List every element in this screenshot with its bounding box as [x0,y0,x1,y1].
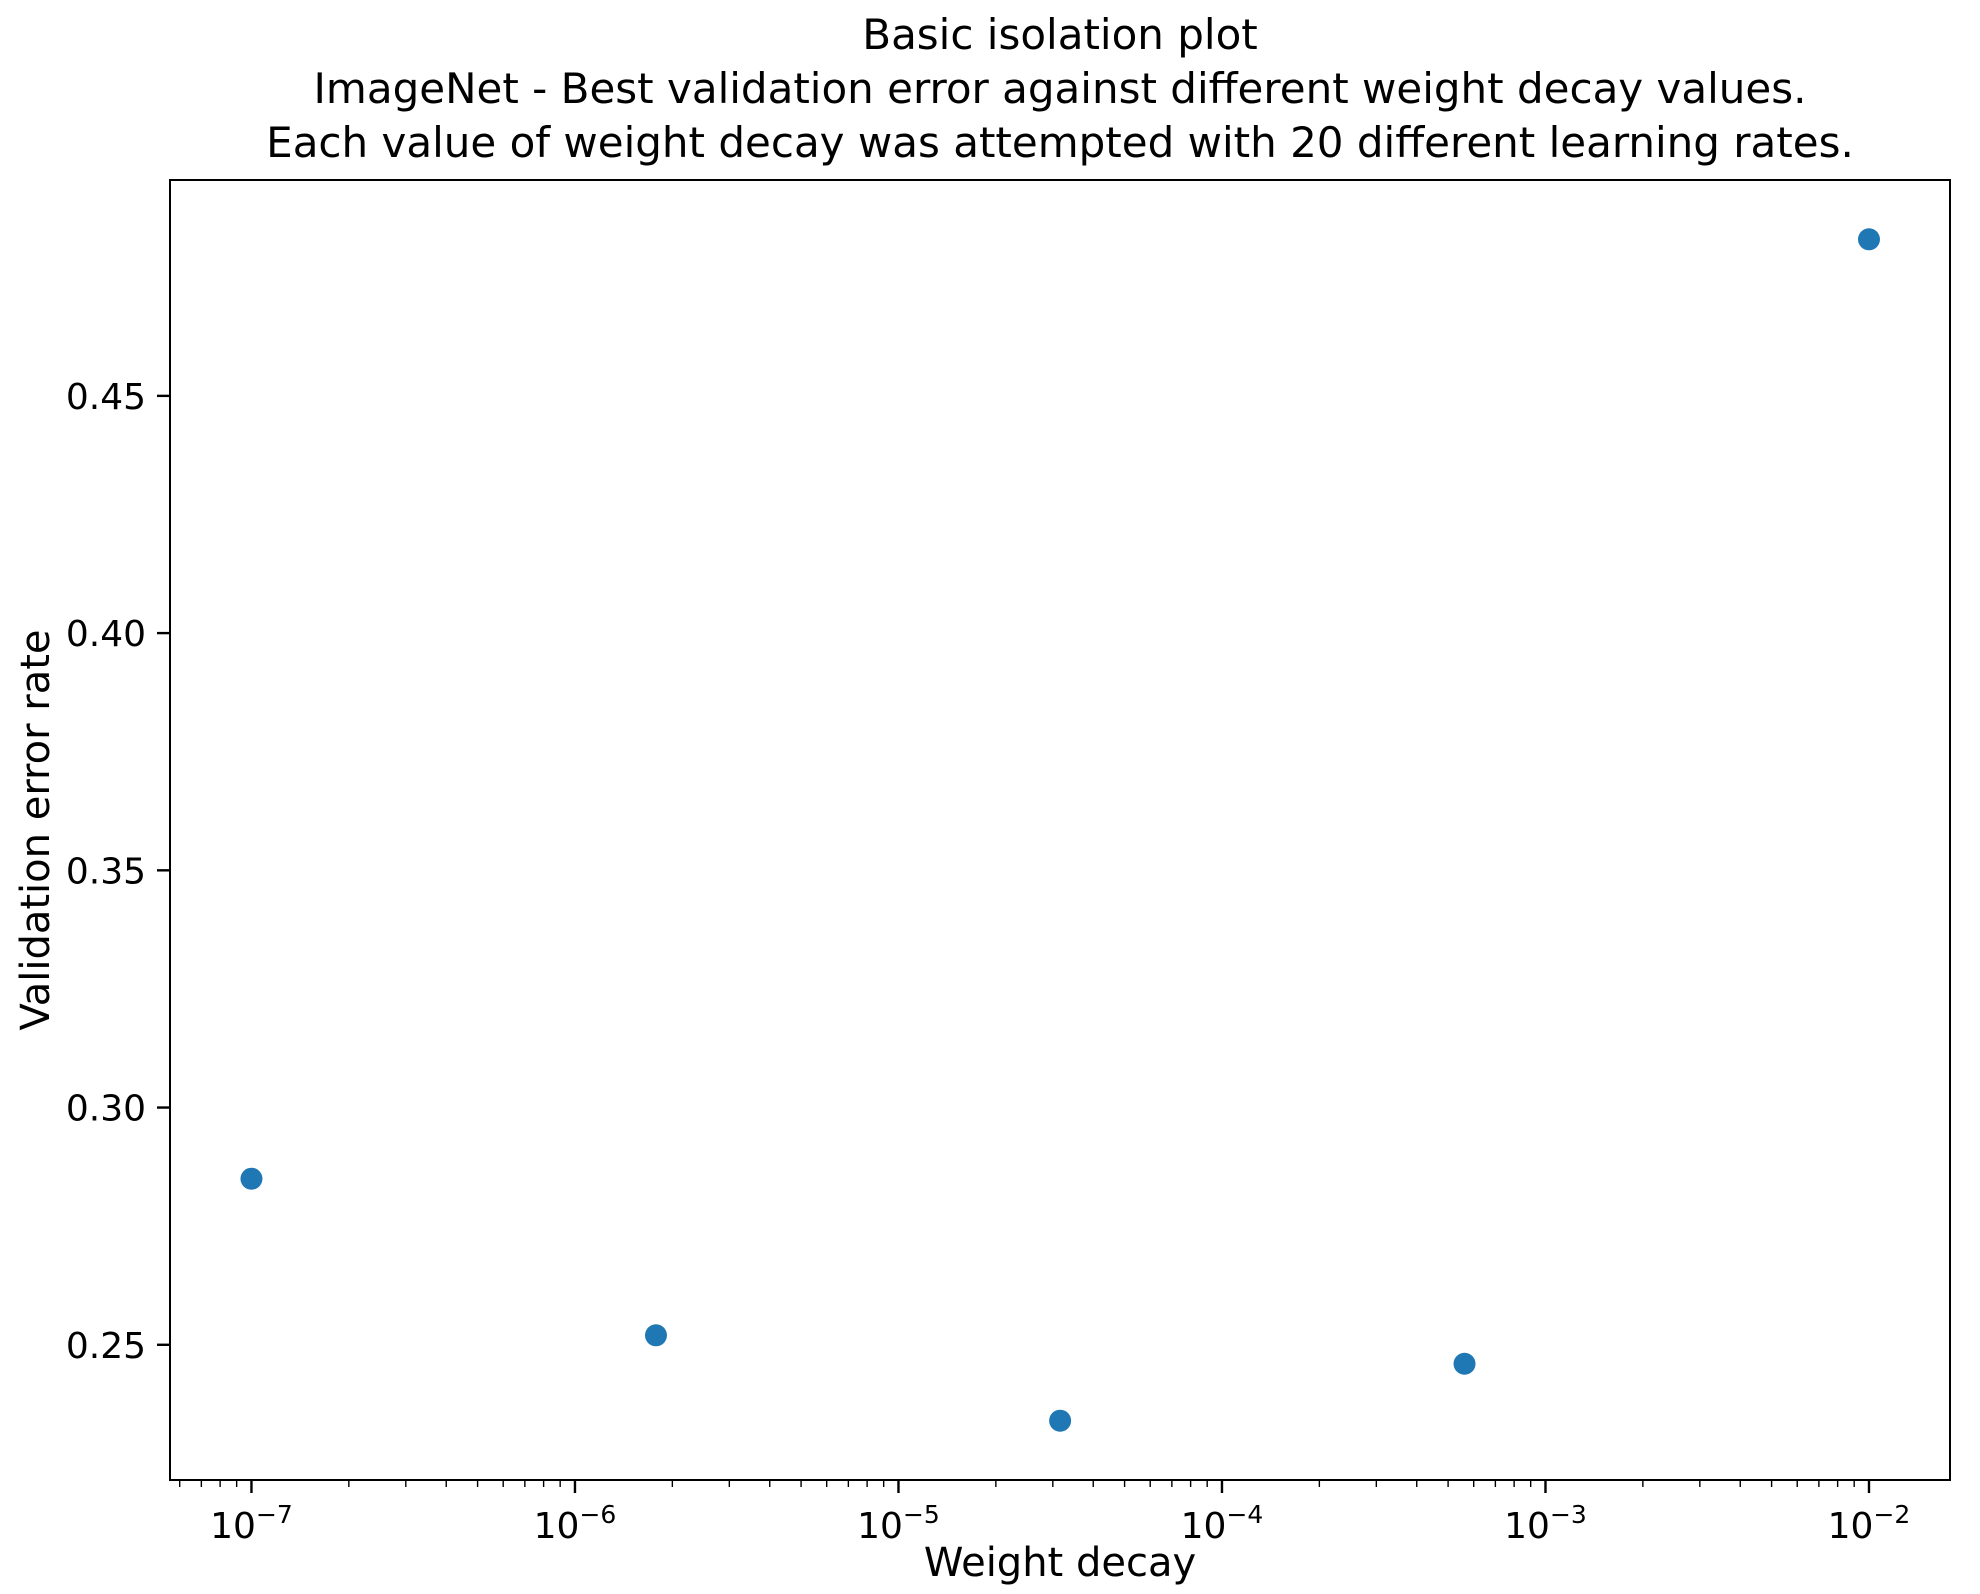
axes-spines [169,179,1951,1481]
data-point [1857,228,1880,251]
y-tick-label: 0.25 [66,1326,146,1367]
y-axis-label: Validation error rate [13,629,59,1031]
x-tick-label: 10−5 [857,1500,940,1547]
x-tick-label: 10−7 [210,1500,293,1547]
x-tick-label: 10−4 [1181,1500,1264,1547]
x-tick-label: 10−2 [1828,1500,1911,1547]
chart-title-line-3: Each value of weight decay was attempted… [266,118,1854,167]
x-tick-label: 10−3 [1504,1500,1587,1547]
chart-title-line-1: Basic isolation plot [862,10,1258,59]
y-tick-label: 0.30 [66,1089,146,1130]
chart-title: Basic isolation plot ImageNet - Best val… [100,8,1980,170]
data-point [1453,1352,1476,1375]
x-axis-label: Weight decay [923,1540,1197,1586]
data-point [644,1324,667,1347]
y-tick-label: 0.35 [66,851,146,892]
y-tick-label: 0.45 [66,377,146,418]
x-tick-label: 10−6 [534,1500,617,1547]
chart-title-line-2: ImageNet - Best validation error against… [313,64,1807,113]
data-point [240,1167,263,1190]
data-point [1049,1409,1072,1432]
y-tick-label: 0.40 [66,614,146,655]
